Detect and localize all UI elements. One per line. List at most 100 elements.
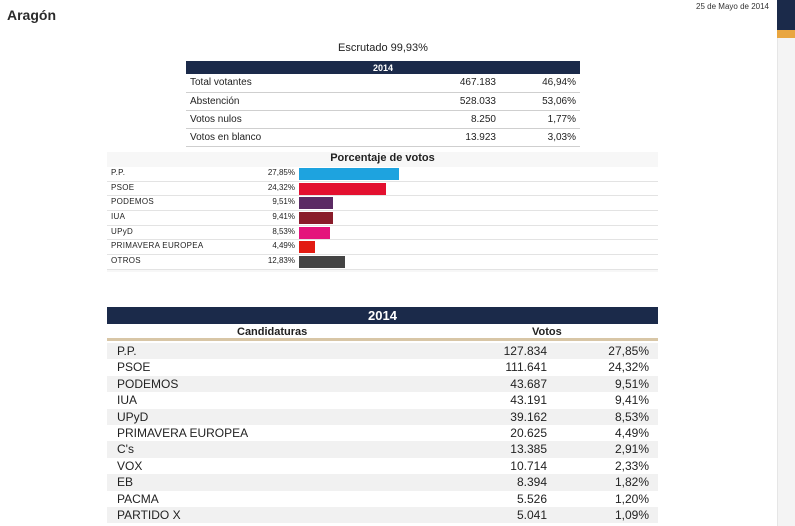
results-party-name: PODEMOS: [117, 376, 179, 391]
results-row: PRIMAVERA EUROPEA 20.625 4,49%: [107, 424, 658, 442]
summary-pct: 3,03%: [500, 128, 580, 147]
region-title: Aragón: [7, 7, 56, 23]
summary-pct: 1,77%: [500, 110, 580, 129]
results-party-name: EB: [117, 475, 134, 490]
percentage-bar: [299, 168, 399, 180]
scrollbar-thumb[interactable]: [777, 0, 795, 30]
summary-row: Abstención 528.033 53,06%: [186, 92, 580, 111]
percentage-value: 9,51%: [272, 197, 295, 207]
summary-pct: 46,94%: [500, 74, 580, 93]
percentage-row: UPyD 8,53%: [107, 225, 658, 241]
results-row: PODEMOS 43.687 9,51%: [107, 375, 658, 393]
column-candidaturas: Candidaturas: [237, 326, 308, 338]
percentage-value: 9,41%: [272, 212, 295, 222]
results-row: UPyD 39.162 8,53%: [107, 408, 658, 425]
percentage-chart: Porcentaje de votos P.P. 27,85% PSOE 24,32%…: [107, 152, 658, 272]
percentage-party-name: PODEMOS: [111, 197, 154, 207]
summary-row: Votos nulos 8.250 1,77%: [186, 110, 580, 129]
scrollbar-accent: [777, 30, 795, 38]
results-row: PARTIDO X 5.041 1,09%: [107, 506, 658, 524]
percentage-party-name: P.P.: [111, 168, 126, 177]
results-pct: 1,20%: [614, 491, 649, 506]
results-pct: 2,33%: [614, 458, 649, 473]
percentage-row: PSOE 24,32%: [107, 181, 658, 197]
percentage-party-name: OTROS: [111, 256, 141, 266]
percentage-chart-rows: P.P. 27,85% PSOE 24,32% PODEMOS 9,51% IUA 9,41%…: [107, 167, 658, 270]
results-votes: 127.834: [503, 344, 547, 358]
percentage-party-name: PSOE: [111, 182, 135, 192]
summary-row: Votos en blanco 13.923 3,03%: [186, 128, 580, 147]
column-votos: Votos: [532, 326, 562, 338]
results-pct: 9,51%: [614, 376, 649, 391]
summary-row: Total votantes 467.183 46,94%: [186, 74, 580, 93]
results-pct: 2,91%: [614, 442, 649, 457]
results-pct: 8,53%: [614, 409, 649, 424]
results-votes: 5.526: [516, 491, 547, 506]
results-votes: 111.641: [505, 360, 547, 375]
percentage-bar: [299, 197, 334, 210]
results-row: VOX 10.714 2,33%: [107, 457, 658, 475]
scrollbar[interactable]: [777, 0, 795, 526]
summary-pct: 53,06%: [500, 92, 580, 111]
percentage-party-name: UPyD: [111, 226, 134, 236]
results-pct: 24,32%: [608, 360, 649, 375]
results-party-name: C's: [117, 442, 134, 457]
date-label: 25 de Mayo de 2014: [696, 2, 769, 11]
percentage-bar: [299, 256, 346, 269]
results-votes: 8.394: [516, 475, 547, 490]
results-votes: 43.687: [510, 376, 547, 391]
results-pct: 1,09%: [614, 507, 649, 522]
results-pct: 1,82%: [614, 475, 649, 490]
percentage-value: 27,85%: [267, 168, 295, 177]
results-votes: 13.385: [510, 442, 547, 457]
percentage-bar: [299, 241, 316, 254]
results-row: PACMA 5.526 1,20%: [107, 490, 658, 507]
results-votes: 43.191: [510, 393, 547, 408]
percentage-row: IUA 9,41%: [107, 211, 658, 226]
summary-value: 528.033: [386, 92, 500, 111]
percentage-value: 12,83%: [267, 256, 295, 266]
results-party-name: VOX: [117, 458, 143, 473]
summary-value: 13.923: [386, 128, 500, 147]
percentage-bar: [299, 226, 330, 239]
results-party-name: UPyD: [117, 409, 149, 424]
results-votes: 10.714: [510, 458, 547, 473]
results-party-name: IUA: [117, 393, 138, 408]
percentage-row: PODEMOS 9,51%: [107, 196, 658, 212]
results-party-name: PARTIDO X: [117, 507, 181, 522]
results-pct: 4,49%: [614, 425, 649, 440]
summary-value: 8.250: [386, 110, 500, 129]
percentage-value: 24,32%: [267, 182, 295, 192]
percentage-bar: [299, 212, 333, 225]
results-year-header: 2014: [107, 307, 658, 324]
escrutado-label: Escrutado 99,93%: [186, 42, 580, 54]
results-votes: 39.162: [510, 409, 547, 424]
percentage-value: 4,49%: [272, 241, 295, 251]
escrutado-value: 99,93%: [390, 42, 428, 54]
summary-year-header: 2014: [186, 61, 580, 74]
results-column-header: Candidaturas Votos: [107, 324, 658, 341]
percentage-row: PRIMAVERA EUROPEA 4,49%: [107, 240, 658, 256]
results-pct: 9,41%: [614, 393, 649, 408]
results-pct: 27,85%: [608, 344, 649, 358]
results-votes: 5.041: [516, 507, 547, 522]
results-row: IUA 43.191 9,41%: [107, 392, 658, 409]
results-row: EB 8.394 1,82%: [107, 474, 658, 491]
results-party-name: PRIMAVERA EUROPEA: [117, 425, 249, 440]
percentage-chart-title: Porcentaje de votos: [330, 152, 435, 164]
summary-value: 467.183: [386, 74, 500, 93]
summary-label: Total votantes: [186, 74, 386, 93]
summary-label: Votos nulos: [186, 110, 386, 129]
percentage-party-name: PRIMAVERA EUROPEA: [111, 241, 204, 251]
summary-label: Votos en blanco: [186, 128, 386, 147]
results-party-name: PACMA: [117, 491, 159, 506]
results-votes: 20.625: [510, 425, 547, 440]
results-party-name: P.P.: [117, 344, 137, 358]
percentage-bar: [299, 182, 387, 195]
summary-label: Abstención: [186, 92, 386, 111]
percentage-value: 8,53%: [272, 226, 295, 236]
summary-table: 2014 Total votantes 467.183 46,94% Abste…: [186, 61, 580, 147]
percentage-row: P.P. 27,85%: [107, 167, 658, 182]
results-row: P.P. 127.834 27,85%: [107, 343, 658, 360]
results-row: C's 13.385 2,91%: [107, 441, 658, 458]
